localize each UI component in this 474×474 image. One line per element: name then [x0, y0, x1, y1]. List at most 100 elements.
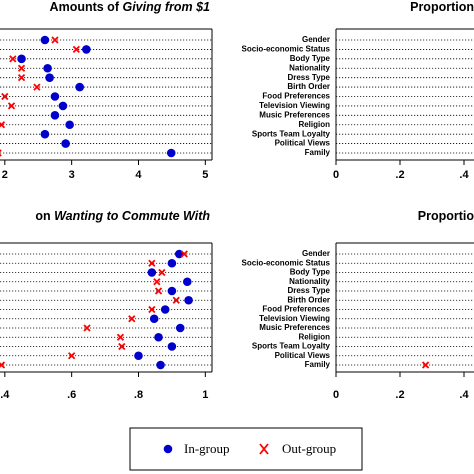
- category-label: Television Viewing: [259, 314, 330, 323]
- x-tick-label: 2: [2, 169, 8, 181]
- category-label: Sports Team Loyalty: [252, 342, 331, 351]
- out-group-cross: [9, 55, 17, 63]
- x-tick-label: 0: [333, 169, 339, 181]
- out-group-cross: [128, 315, 136, 323]
- out-group-cross: [0, 149, 2, 157]
- category-label: Body Type: [290, 268, 331, 277]
- legend-in-group-dot: [163, 444, 173, 454]
- out-group-cross: [51, 36, 59, 44]
- panel-title: Proportion: [410, 0, 474, 14]
- category-label: Gender: [302, 35, 330, 44]
- title-part: Giving from $1: [122, 0, 210, 14]
- in-group-dot: [17, 54, 26, 64]
- in-group-dot: [43, 63, 52, 73]
- in-group-dot: [45, 73, 54, 82]
- category-label: Gender: [302, 249, 330, 258]
- out-group-cross: [83, 324, 91, 332]
- in-group-dot: [134, 351, 143, 361]
- x-tick-label: 3: [69, 169, 75, 181]
- in-group-dot: [154, 332, 163, 342]
- in-group-dot: [167, 342, 177, 351]
- category-label: Food Preferences: [262, 305, 330, 314]
- in-group-dot: [182, 277, 192, 287]
- category-label: Music Preferences: [259, 110, 330, 119]
- x-tick-label: .4: [0, 389, 10, 401]
- in-group-dot: [61, 139, 70, 148]
- x-tick-label: .2: [395, 389, 404, 401]
- out-group-cross: [148, 259, 156, 267]
- in-group-dot: [40, 35, 50, 45]
- out-group-cross: [17, 74, 26, 82]
- in-group-dot: [58, 101, 68, 111]
- x-tick-label: .8: [134, 389, 143, 401]
- out-group-cross: [116, 333, 125, 341]
- out-group-cross: [148, 305, 156, 314]
- category-label: Socio-economic Status: [242, 45, 331, 54]
- x-tick-label: 0: [333, 389, 339, 401]
- out-group-cross: [17, 64, 26, 72]
- legend-out-group-cross: [259, 443, 269, 455]
- in-group-dot: [167, 258, 177, 268]
- category-label: Family: [305, 148, 331, 157]
- x-tick-label: 1: [202, 389, 208, 401]
- panel-title: Amounts of Giving from $1: [50, 0, 210, 14]
- out-group-cross: [421, 361, 430, 369]
- x-tick-label: .2: [395, 169, 404, 181]
- out-group-cross: [1, 92, 9, 101]
- out-group-cross: [158, 268, 166, 277]
- category-label: Socio-economic Status: [242, 258, 331, 267]
- category-label: Religion: [298, 120, 330, 129]
- category-label: Nationality: [289, 277, 330, 286]
- out-group-cross: [0, 121, 6, 129]
- category-label: Political Views: [275, 139, 331, 148]
- in-group-dot: [65, 120, 74, 130]
- in-group-dot: [156, 360, 165, 370]
- out-group-cross: [72, 45, 80, 54]
- out-group-cross: [7, 102, 16, 110]
- panel-title: Proportio: [418, 209, 474, 223]
- in-group-dot: [184, 295, 193, 305]
- legend-label: In-group: [184, 441, 230, 456]
- category-label: Birth Order: [287, 82, 330, 91]
- x-tick-label: 4: [135, 169, 142, 181]
- x-tick-label: .4: [459, 389, 469, 401]
- out-group-cross: [180, 250, 188, 258]
- category-label: Sports Team Loyalty: [252, 129, 331, 138]
- legend-label: Out-group: [282, 441, 336, 456]
- in-group-dot: [50, 111, 60, 120]
- in-group-dot: [75, 82, 84, 92]
- title-part: on: [35, 209, 54, 223]
- out-group-cross: [68, 352, 76, 360]
- category-label: Body Type: [290, 54, 331, 63]
- in-group-dot: [40, 129, 50, 139]
- x-tick-label: .6: [67, 389, 76, 401]
- category-label: Religion: [298, 332, 330, 341]
- out-group-cross: [153, 278, 161, 286]
- legend-box: [129, 427, 363, 471]
- category-label: Dress Type: [287, 73, 330, 82]
- out-group-cross: [172, 296, 180, 304]
- category-label: Dress Type: [287, 286, 330, 295]
- in-group-dot: [175, 323, 185, 333]
- category-label: Political Views: [275, 351, 331, 360]
- category-label: Music Preferences: [259, 323, 330, 332]
- in-group-dot: [167, 286, 177, 296]
- title-part: Proportio: [418, 209, 474, 223]
- panel-title: on Wanting to Commute With: [35, 209, 210, 223]
- out-group-cross: [154, 287, 163, 295]
- out-group-cross: [33, 83, 41, 91]
- category-label: Birth Order: [287, 295, 330, 304]
- in-group-dot: [166, 148, 176, 158]
- category-label: Nationality: [289, 63, 330, 72]
- in-group-dot: [149, 314, 159, 324]
- out-group-cross: [0, 361, 6, 369]
- title-part: Wanting to Commute With: [54, 209, 210, 223]
- x-tick-label: .4: [459, 169, 469, 181]
- in-group-dot: [160, 305, 170, 314]
- category-label: Family: [305, 360, 331, 369]
- category-label: Television Viewing: [259, 101, 330, 110]
- in-group-dot: [82, 45, 91, 54]
- in-group-dot: [50, 92, 60, 101]
- x-tick-label: 5: [202, 169, 208, 181]
